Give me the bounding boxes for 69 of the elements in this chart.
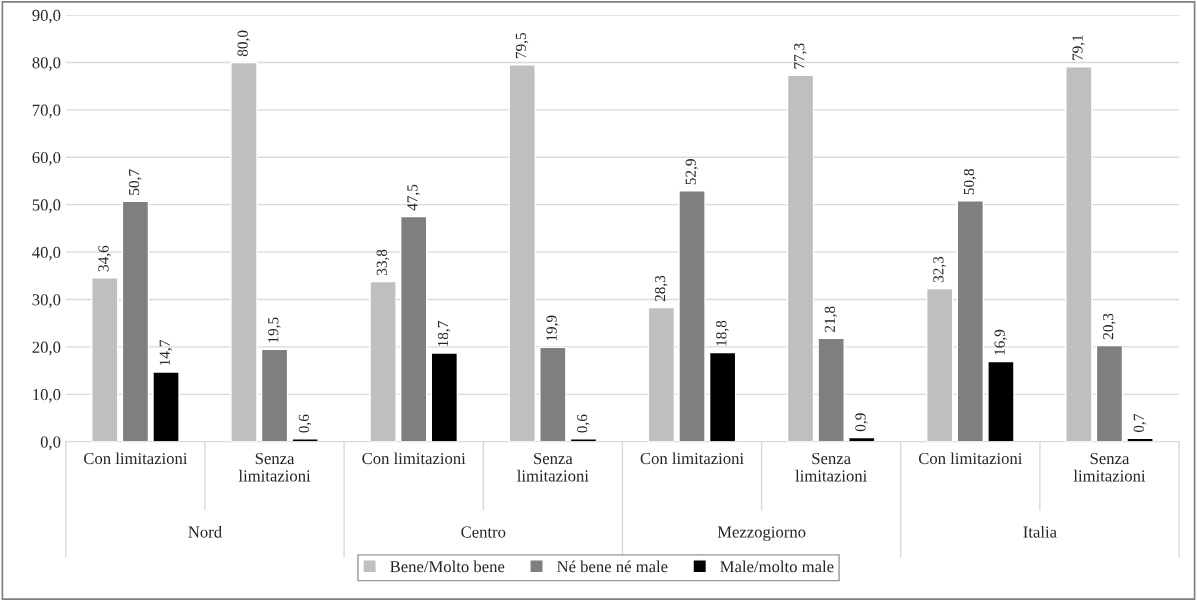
bar <box>369 280 397 442</box>
y-tick-label: 0,0 <box>40 436 61 451</box>
data-label: 52,9 <box>685 159 699 185</box>
data-label: 33,8 <box>376 249 390 276</box>
legend-label: Né bene né male <box>557 560 668 573</box>
bar <box>539 346 567 442</box>
bar <box>121 200 150 442</box>
data-label: 0,9 <box>855 413 868 432</box>
x-tick-label: Senza limitazioni <box>795 452 867 482</box>
text: Italia <box>1023 525 1057 538</box>
bar <box>260 348 289 442</box>
data-label: 79,1 <box>1072 35 1085 61</box>
x-tick-label: Senza limitazioni <box>1073 452 1146 482</box>
data-label: 21,8 <box>824 306 838 333</box>
y-tick-label: 90,0 <box>32 9 61 24</box>
data-label: 77,3 <box>794 43 807 69</box>
data-label: 18,7 <box>437 321 451 347</box>
y-tick-label: 50,0 <box>32 199 61 214</box>
data-label: 16,9 <box>994 329 1007 355</box>
bar <box>230 61 258 442</box>
bar <box>647 306 676 442</box>
data-label: 50,7 <box>128 169 142 195</box>
legend-label: Male/molto male <box>720 560 834 573</box>
x-tick-label: Senza limitazioni <box>238 452 311 482</box>
data-label: 20,3 <box>1102 313 1116 340</box>
bar <box>508 64 536 442</box>
y-tick-label: 10,0 <box>33 389 61 403</box>
text: Centro <box>461 526 506 538</box>
bar <box>786 74 815 442</box>
bar <box>956 200 985 442</box>
y-tick-label: 20,0 <box>32 341 61 356</box>
legend-label: Bene/Molto bene <box>390 560 505 573</box>
y-tick-label: 30,0 <box>32 294 61 308</box>
bar <box>1065 66 1093 442</box>
data-label: 79,5 <box>515 32 529 59</box>
bar <box>400 215 428 442</box>
data-label: 50,8 <box>963 169 977 195</box>
data-label: 14,7 <box>159 340 173 366</box>
text: Nord <box>188 525 222 538</box>
data-label: 34,6 <box>98 245 111 272</box>
data-label: 18,8 <box>716 320 729 346</box>
x-tick-label: Con limitazioni <box>362 452 466 465</box>
x-tick-label: Con limitazioni <box>918 452 1023 465</box>
y-tick-label: 80,0 <box>32 57 61 71</box>
data-label: 0,6 <box>576 414 590 433</box>
bar <box>430 352 459 442</box>
text: Mezzogiorno <box>717 526 806 542</box>
data-label: 80,0 <box>237 30 250 57</box>
bar <box>678 190 706 442</box>
x-tick-label: Senza limitazioni <box>517 452 589 482</box>
data-label: 32,3 <box>933 256 946 283</box>
bar <box>708 351 737 442</box>
bar <box>817 337 845 442</box>
data-label: 0,7 <box>1133 414 1147 433</box>
data-label: 19,9 <box>546 315 559 341</box>
bar <box>152 371 180 442</box>
data-label: 47,5 <box>407 184 420 211</box>
bar <box>1095 344 1124 442</box>
data-label: 19,5 <box>268 317 281 343</box>
x-tick-label: Con limitazioni <box>84 452 188 465</box>
bar <box>925 287 954 442</box>
data-label: 0,6 <box>298 414 312 433</box>
y-tick-label: 70,0 <box>32 104 61 119</box>
data-label: 28,3 <box>654 275 668 302</box>
bar <box>91 276 119 442</box>
bar <box>987 360 1015 442</box>
x-tick-label: Con limitazioni <box>640 452 744 465</box>
y-tick-label: 40,0 <box>32 246 61 261</box>
y-tick-label: 60,0 <box>32 151 61 166</box>
